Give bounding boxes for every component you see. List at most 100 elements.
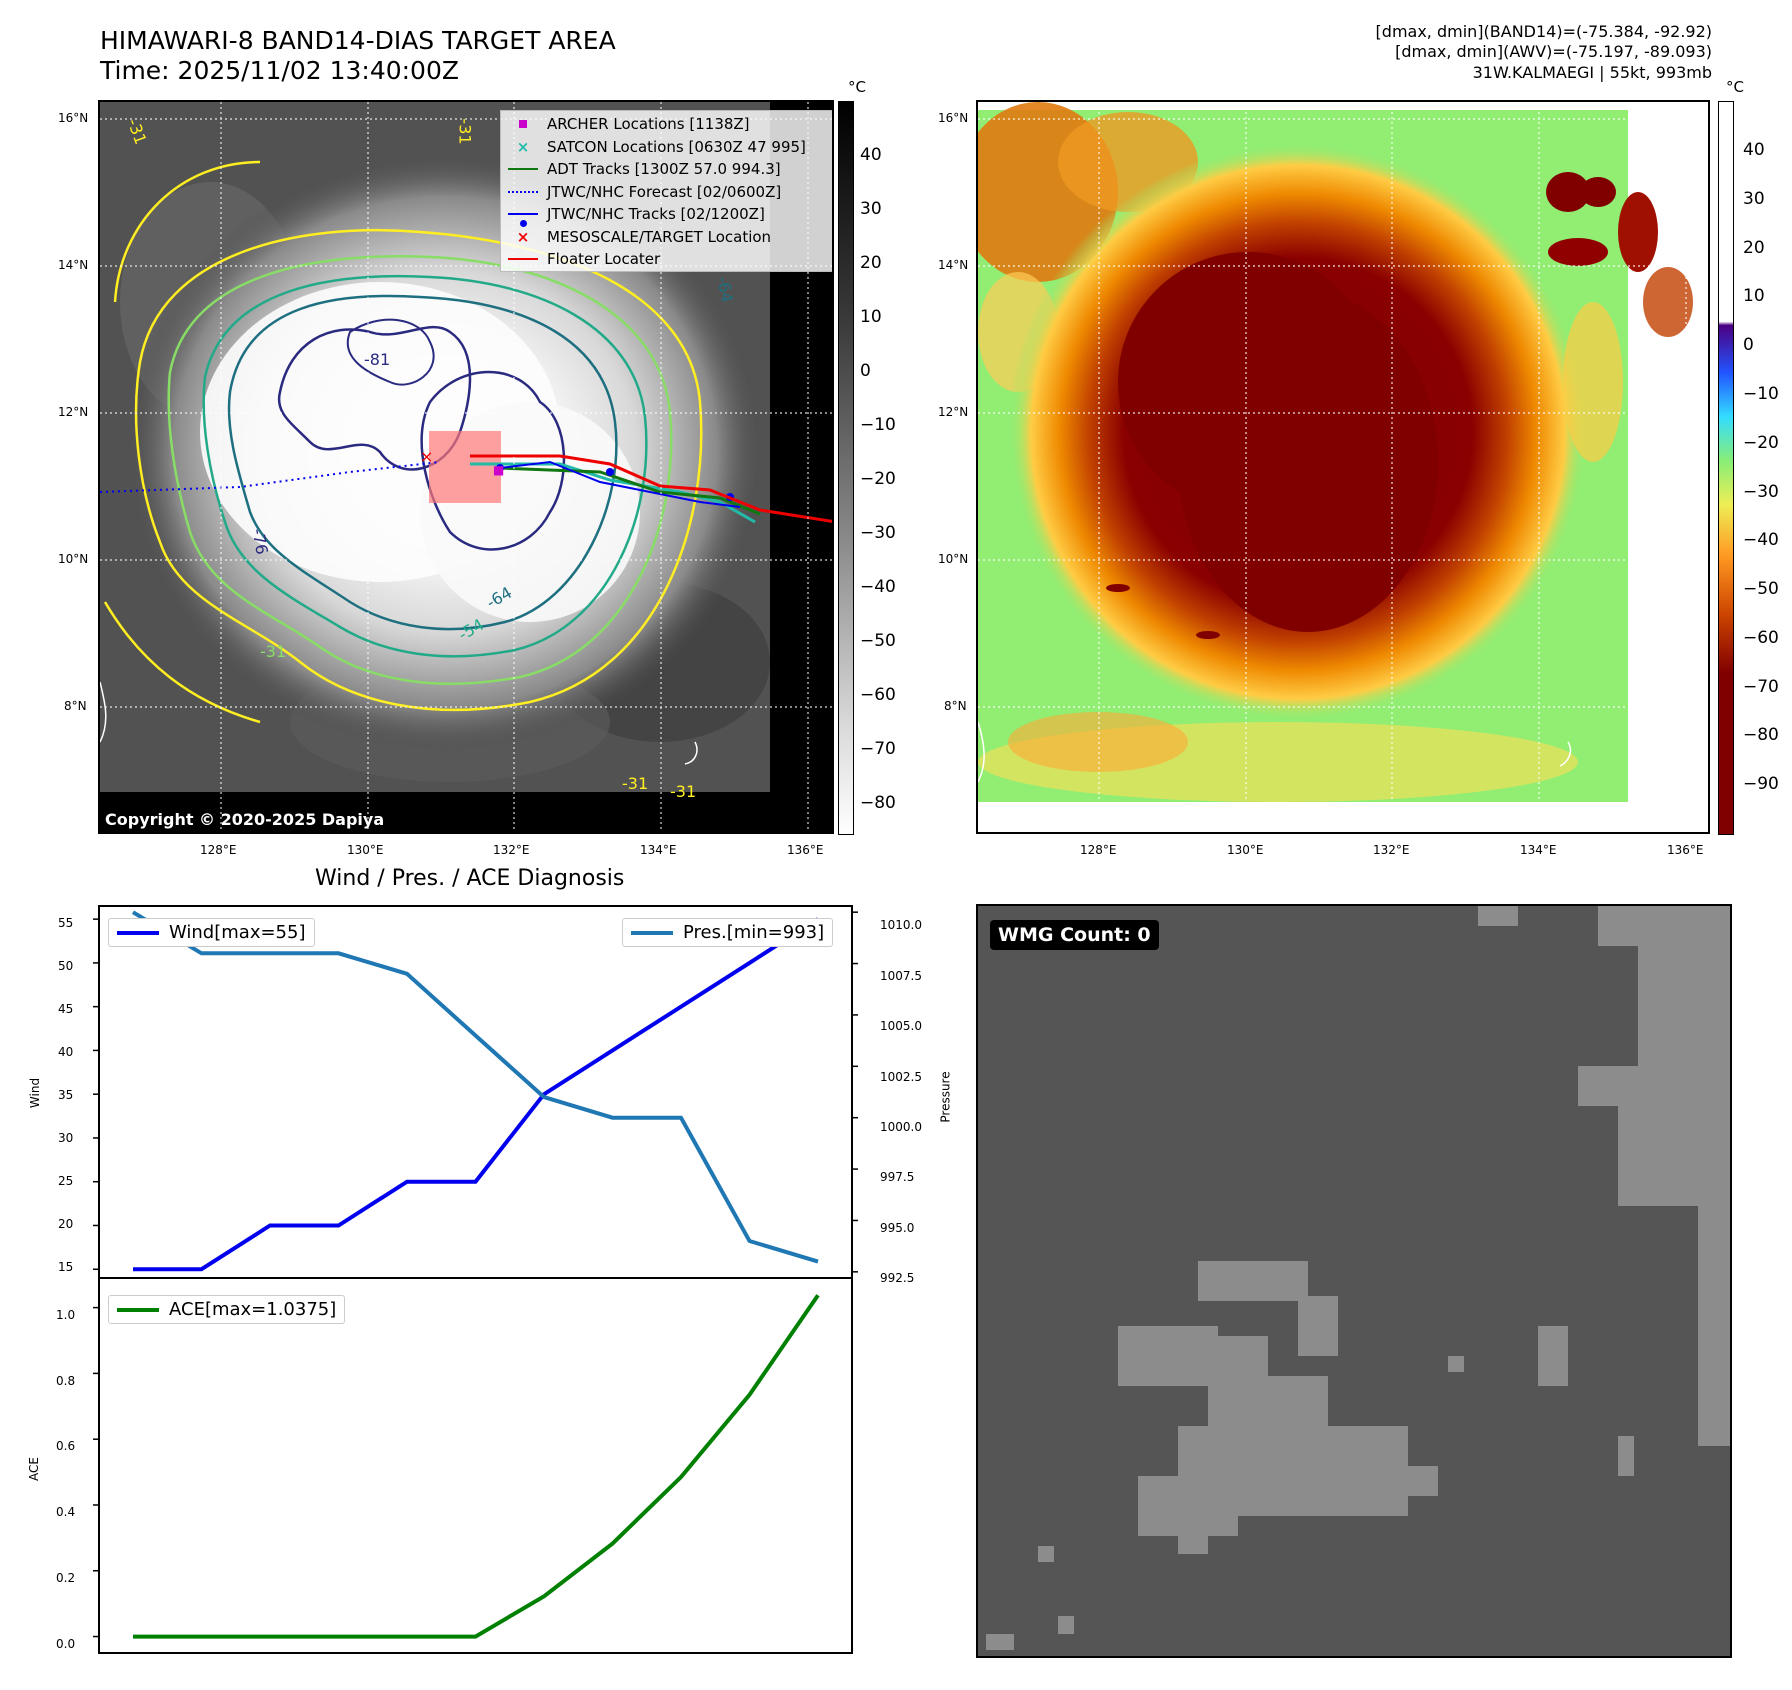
ace-tick: 0.2 — [56, 1571, 76, 1585]
legend-entry-jtwc-tracks: JTWC/NHC Tracks [02/1200Z] — [505, 203, 827, 228]
line-dot-icon — [505, 213, 541, 228]
colorbar-tick: 40 — [1743, 140, 1765, 160]
lat-label: 8°N — [64, 699, 87, 713]
legend-label: SATCON Locations [0630Z 47 995] — [547, 137, 806, 156]
contour-label: -31 — [622, 774, 649, 793]
band14-range-info: [dmax, dmin](BAND14)=(-75.384, -92.92) — [1375, 22, 1712, 41]
colorbar-tick: 0 — [1743, 335, 1754, 355]
ace-tick: 0.4 — [56, 1505, 76, 1519]
pressure-axis-label: Pressure — [938, 1071, 953, 1123]
wind-line-swatch-icon — [117, 930, 159, 935]
wmg-imagery — [986, 906, 1730, 1650]
ace-tick: 0.6 — [56, 1439, 76, 1453]
copyright-text: Copyright © 2020-2025 Dapiya — [105, 810, 385, 829]
awv-imagery — [978, 102, 1708, 832]
pressure-tick: 1000.0 — [880, 1120, 922, 1134]
lat-label: 10°N — [938, 552, 969, 566]
wind-tick: 45 — [58, 1002, 74, 1016]
colorbar-tick: −40 — [1743, 530, 1779, 550]
ace-tick: 0.8 — [56, 1374, 76, 1388]
legend-entry-jtwc-forecast: JTWC/NHC Forecast [02/0600Z] — [505, 181, 827, 204]
svg-text:×: × — [420, 447, 433, 466]
lon-label: 134°E — [640, 843, 677, 857]
ace-line-swatch-icon — [117, 1307, 159, 1312]
contour-label: -31 — [670, 782, 697, 801]
storm-info: 31W.KALMAEGI | 55kt, 993mb — [1472, 63, 1712, 82]
colorbar-tick: −50 — [860, 631, 896, 651]
wmg-count-label: WMG Count: 0 — [990, 920, 1159, 950]
contour-label: -31 — [455, 118, 475, 145]
lon-label: 132°E — [493, 843, 530, 857]
x-marker-icon: × — [516, 227, 530, 246]
dotted-line-icon — [505, 190, 541, 193]
colorbar-tick: −60 — [1743, 628, 1779, 648]
ace-tick: 1.0 — [56, 1308, 76, 1322]
pressure-legend: Pres.[min=993] — [622, 918, 834, 947]
wind-tick: 35 — [58, 1088, 74, 1102]
ir-colorbar-unit: °C — [848, 78, 866, 96]
awv-range-info: [dmax, dmin](AWV)=(-75.197, -89.093) — [1395, 42, 1712, 61]
colorbar-tick: 30 — [860, 199, 882, 219]
colorbar-tick: −60 — [860, 685, 896, 705]
contour-label: -81 — [364, 350, 391, 369]
legend-label: ADT Tracks [1300Z 57.0 994.3] — [547, 160, 781, 178]
awv-map-panel — [976, 100, 1710, 834]
pressure-tick: 992.5 — [880, 1271, 915, 1285]
lon-label: 130°E — [1227, 843, 1264, 857]
pressure-tick: 997.5 — [880, 1170, 915, 1184]
wind-tick: 30 — [58, 1131, 74, 1145]
colorbar-tick: −70 — [860, 739, 896, 759]
colorbar-tick: −30 — [860, 523, 896, 543]
lat-label: 8°N — [944, 699, 967, 713]
lat-label: 14°N — [938, 258, 969, 272]
colorbar-tick: 0 — [860, 361, 871, 381]
ace-series-line — [133, 1294, 820, 1639]
legend-label: Wind[max=55] — [169, 922, 306, 943]
lat-label: 14°N — [58, 258, 89, 272]
wind-tick: 15 — [58, 1260, 74, 1274]
legend-entry-archer: ARCHER Locations [1138Z] — [505, 113, 827, 136]
x-marker-icon: × — [516, 137, 530, 156]
colorbar-tick: −90 — [1743, 774, 1779, 794]
colorbar-tick: 10 — [1743, 286, 1765, 306]
wind-tick: 20 — [58, 1217, 74, 1231]
pressure-tick: 1002.5 — [880, 1070, 922, 1084]
lon-label: 128°E — [200, 843, 237, 857]
lon-label: 134°E — [1520, 843, 1557, 857]
legend-label: Pres.[min=993] — [683, 922, 825, 943]
contour-label: -31 — [260, 642, 287, 661]
legend-entry-adt: ADT Tracks [1300Z 57.0 994.3] — [505, 158, 827, 181]
colorbar-tick: −20 — [1743, 433, 1779, 453]
colorbar-tick: 20 — [860, 253, 882, 273]
legend-label: JTWC/NHC Forecast [02/0600Z] — [547, 182, 782, 201]
colorbar-tick: 20 — [1743, 238, 1765, 258]
ace-legend: ACE[max=1.0375] — [108, 1295, 346, 1324]
wmg-panel: WMG Count: 0 — [976, 904, 1732, 1658]
lat-label: 16°N — [938, 111, 969, 125]
line-marker-icon — [505, 168, 541, 171]
lat-label: 16°N — [58, 111, 89, 125]
legend-label: MESOSCALE/TARGET Location — [547, 227, 772, 246]
legend-entry-mesoscale: × MESOSCALE/TARGET Location — [505, 226, 827, 249]
ace-tick: 0.0 — [56, 1637, 76, 1651]
svg-text:■: ■ — [493, 463, 504, 477]
colorbar-tick: −80 — [860, 793, 896, 813]
wind-tick: 50 — [58, 959, 74, 973]
wind-legend: Wind[max=55] — [108, 918, 315, 947]
chart-title: Wind / Pres. / ACE Diagnosis — [315, 866, 625, 891]
ir-colorbar — [838, 101, 854, 835]
lon-label: 136°E — [1667, 843, 1704, 857]
colorbar-tick: −80 — [1743, 725, 1779, 745]
lon-label: 136°E — [787, 843, 824, 857]
colorbar-tick: −10 — [860, 415, 896, 435]
pressure-line-swatch-icon — [631, 930, 673, 935]
lat-label: 10°N — [58, 552, 89, 566]
figure-time: Time: 2025/11/02 13:40:00Z — [100, 56, 459, 85]
wind-axis-label: Wind — [28, 1077, 43, 1109]
pressure-tick: 1005.0 — [880, 1019, 922, 1033]
square-marker-icon — [505, 120, 541, 129]
diagnosis-charts — [93, 905, 858, 1654]
ir-map-panel: × ■ -81 -76 -64 -54 -31 -31 -31 -31 -64 … — [98, 100, 834, 834]
colorbar-tick: 30 — [1743, 189, 1765, 209]
awv-colorbar — [1718, 101, 1734, 835]
